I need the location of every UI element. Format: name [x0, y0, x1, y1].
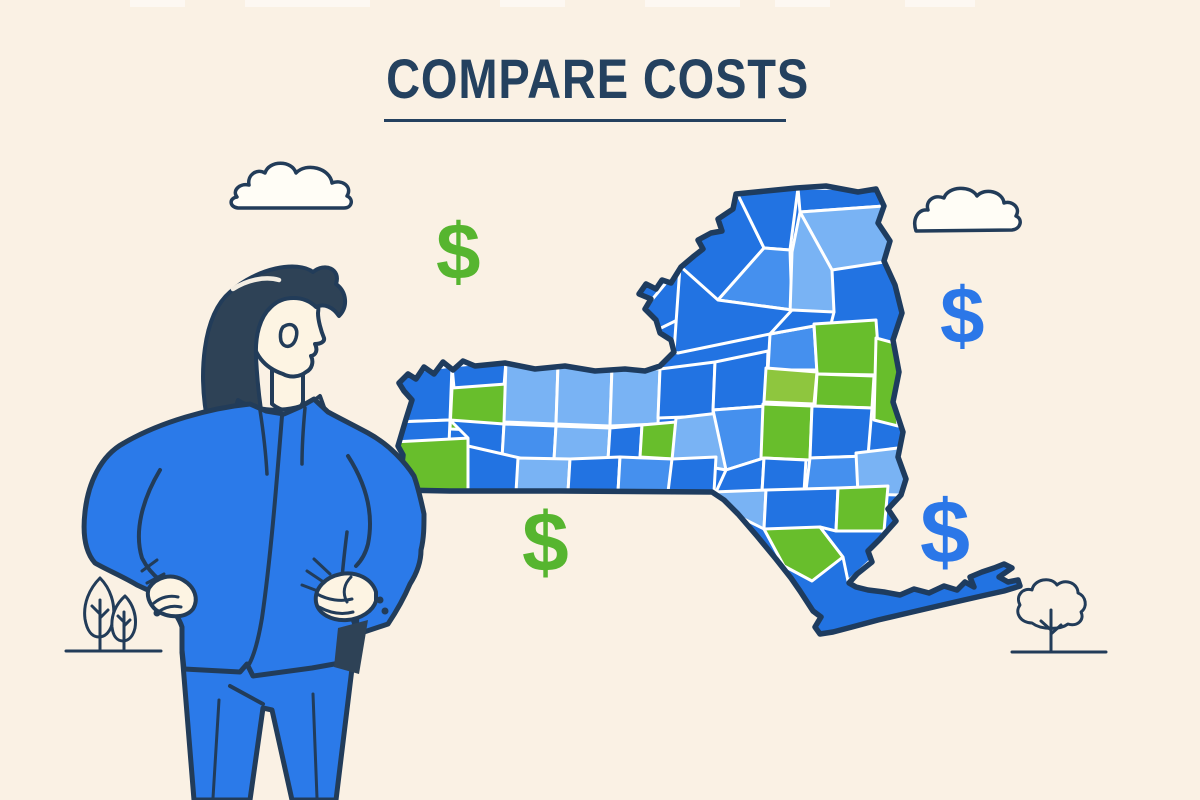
county-24 [643, 191, 766, 331]
right-hand [313, 571, 378, 623]
trees-left [64, 576, 163, 653]
top-edge-fragment [645, 0, 740, 7]
county-39 [804, 454, 868, 494]
county-17 [514, 456, 572, 494]
county-7 [656, 360, 717, 420]
county-12 [552, 424, 612, 462]
county-37 [759, 402, 814, 462]
county-45 [762, 525, 845, 583]
page-title: COMPARE COSTS [386, 47, 810, 110]
county-5 [554, 363, 614, 428]
county-31 [766, 324, 819, 372]
dollar-sign-icon: $ [436, 207, 481, 296]
jacket-opening-line [246, 414, 284, 668]
left-hand [145, 574, 198, 619]
suit-jacket [81, 396, 427, 679]
jacket-shadow [334, 620, 368, 674]
tree-icon [110, 594, 137, 643]
county-3 [448, 382, 508, 433]
county-28 [798, 204, 892, 272]
county-21 [711, 349, 770, 412]
neck [270, 342, 305, 413]
hair [201, 264, 347, 435]
county-36 [872, 336, 904, 428]
county-8 [398, 418, 452, 446]
top-edge-fragment [130, 0, 185, 7]
county-4 [502, 359, 560, 426]
sleeve-button [376, 596, 384, 604]
county-11 [500, 422, 558, 462]
sleeve-button [153, 609, 161, 617]
sleeve-button [148, 598, 156, 606]
top-edge-fragment [245, 0, 370, 7]
ear-icon [278, 322, 299, 348]
top-edge-fragment [905, 0, 975, 7]
shirt-collar [232, 394, 327, 426]
county-23 [714, 456, 766, 494]
dollar-sign-icon: $ [522, 495, 569, 589]
cloud-right-icon [913, 186, 1022, 233]
county-14 [638, 420, 678, 461]
county-27 [796, 186, 886, 214]
county-9 [398, 436, 472, 494]
county-30 [672, 264, 794, 355]
dollar-sign-icon: $ [920, 483, 971, 583]
dollar-sign-icon: $ [940, 271, 985, 360]
face [250, 283, 327, 379]
county-18 [566, 455, 622, 494]
county-6 [608, 365, 662, 428]
county-1 [398, 364, 454, 424]
tree-icon [1016, 578, 1087, 630]
county-22 [711, 404, 768, 472]
top-edge-fragment [500, 0, 565, 7]
county-15 [670, 410, 730, 472]
county-20 [666, 455, 718, 494]
county-43 [762, 486, 840, 533]
hair-shine [230, 276, 282, 292]
county-29 [788, 210, 836, 316]
county-34 [762, 366, 819, 406]
county-42 [710, 488, 768, 531]
trousers [179, 649, 357, 800]
county-40 [854, 446, 908, 497]
county-35 [813, 372, 876, 410]
county-16 [466, 444, 522, 494]
county-41 [760, 456, 808, 494]
county-38 [808, 404, 874, 460]
county-19 [616, 455, 674, 494]
sleeve-button [381, 607, 389, 615]
county-10 [448, 418, 506, 462]
grip-marks-right [305, 569, 327, 585]
county-2 [450, 359, 508, 390]
county-25 [735, 186, 800, 252]
county-46 [818, 525, 886, 583]
county-33 [812, 318, 882, 377]
tree-icon [83, 576, 116, 639]
cloud-left-icon [229, 161, 353, 210]
county-32 [768, 308, 836, 336]
county-26 [716, 246, 794, 312]
grip-marks-left [140, 558, 159, 573]
county-44 [834, 484, 890, 533]
county-13 [606, 423, 644, 462]
title-underline [384, 119, 786, 122]
tree-right [1010, 578, 1108, 654]
top-edge-fragment [775, 0, 830, 7]
